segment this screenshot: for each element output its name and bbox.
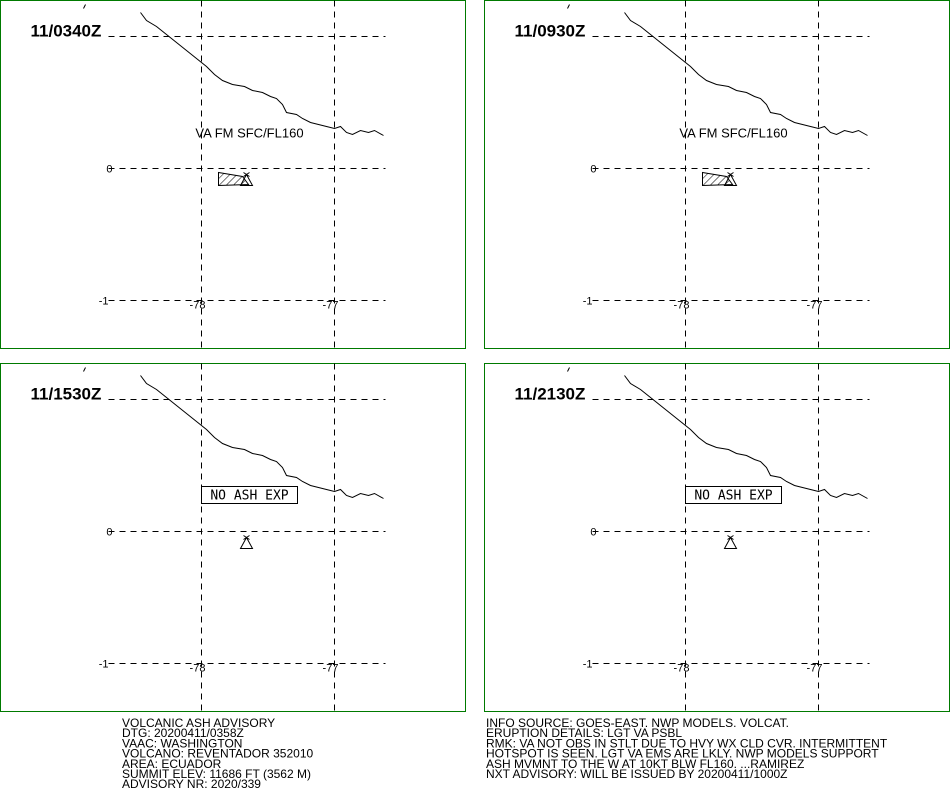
lat-label: 0 xyxy=(106,164,112,176)
annotation: NO ASH EXP xyxy=(694,489,772,504)
valid-time: 11/2130Z xyxy=(515,385,586,404)
map-panel: 11/0930Z 0 -1 -78 -77 VA FM SFC/FL160 xyxy=(484,0,950,349)
footer-line: VAAC: WASHINGTON xyxy=(122,736,242,750)
volcano-symbol xyxy=(239,172,254,186)
map-panel: 11/1530Z 0 -1 -78 -77 NO ASH EXP xyxy=(0,363,466,712)
panel-border xyxy=(484,363,950,712)
annotation: VA FM SFC/FL160 xyxy=(679,126,787,141)
footer-line: AREA: ECUADOR xyxy=(122,757,222,771)
lon-label: -78 xyxy=(674,300,690,312)
map-panel: 11/2130Z 0 -1 -78 -77 NO ASH EXP xyxy=(484,363,950,712)
lat-label: 0 xyxy=(590,527,596,539)
lon-label: -78 xyxy=(190,663,206,675)
valid-time: 11/1530Z xyxy=(31,385,102,404)
footer-line: ASH MVMNT TO THE W AT 10KT BLW FL160. ..… xyxy=(486,757,804,771)
lat-label: -1 xyxy=(99,659,109,671)
map-panel: 11/0340Z 0 -1 -78 -77 VA FM SFC/FL160 xyxy=(0,0,466,349)
footer-line: ADVISORY NR: 2020/339 xyxy=(122,777,261,791)
valid-time: 11/0930Z xyxy=(515,22,586,41)
footer-line: DTG: 20200411/0358Z xyxy=(122,726,244,740)
footer-line: RMK: VA NOT OBS IN STLT DUE TO HVY WX CL… xyxy=(486,736,888,750)
coastline xyxy=(567,4,868,136)
ash-area xyxy=(218,171,250,187)
lon-label: -77 xyxy=(807,300,823,312)
footer-line: SUMMIT ELEV: 11686 FT (3562 M) xyxy=(122,767,311,781)
lat-label: 0 xyxy=(106,527,112,539)
lat-label: -1 xyxy=(583,659,593,671)
footer-line: INFO SOURCE: GOES-EAST. NWP MODELS. VOLC… xyxy=(486,716,789,730)
ash-area xyxy=(702,171,734,187)
coastline xyxy=(83,367,384,499)
valid-time: 11/0340Z xyxy=(31,22,102,41)
annotation-box xyxy=(201,486,298,504)
panel-border xyxy=(0,0,466,349)
coastline xyxy=(567,367,868,499)
annotation: NO ASH EXP xyxy=(210,489,288,504)
volcano-symbol xyxy=(239,535,254,549)
annotation-box xyxy=(685,486,782,504)
lon-label: -77 xyxy=(323,663,339,675)
lon-label: -77 xyxy=(323,300,339,312)
annotation: VA FM SFC/FL160 xyxy=(195,126,303,141)
footer-line: VOLCANO: REVENTADOR 352010 xyxy=(122,747,314,761)
coastline xyxy=(83,4,384,136)
volcano-symbol xyxy=(723,172,738,186)
lat-label: 0 xyxy=(590,164,596,176)
footer-line: VOLCANIC ASH ADVISORY xyxy=(122,716,275,730)
lon-label: -78 xyxy=(190,300,206,312)
footer-line: HOTSPOT IS SEEN. LGT VA EMS ARE LKLY. NW… xyxy=(486,747,879,761)
panel-border xyxy=(0,363,466,712)
lat-label: -1 xyxy=(583,296,593,308)
footer-line: NXT ADVISORY: WILL BE ISSUED BY 20200411… xyxy=(486,767,788,781)
footer-line: ERUPTION DETAILS: LGT VA PSBL xyxy=(486,726,682,740)
volcano-symbol xyxy=(723,535,738,549)
lon-label: -78 xyxy=(674,663,690,675)
lat-label: -1 xyxy=(99,296,109,308)
lon-label: -77 xyxy=(807,663,823,675)
